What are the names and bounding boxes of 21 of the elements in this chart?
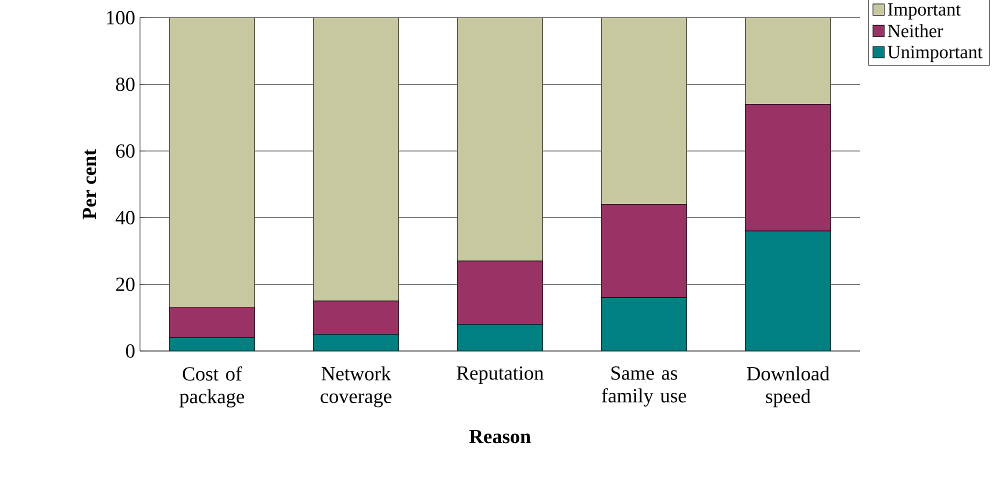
- bar: [601, 18, 687, 205]
- y-tick-label: 20: [116, 278, 135, 292]
- y-axis-title: Per cent: [82, 149, 96, 220]
- legend-label: Important: [888, 3, 961, 20]
- bar: [457, 18, 543, 262]
- x-tick-label: Cost of package: [180, 366, 244, 408]
- x-axis-title: Reason: [469, 430, 531, 444]
- y-tick-label: 60: [116, 144, 135, 158]
- y-tick-label: 80: [116, 78, 135, 92]
- x-tick-label: Network coverage: [320, 366, 392, 408]
- y-tick-label: 100: [107, 10, 135, 24]
- x-tick-label: Reputation: [456, 366, 544, 384]
- bar: [313, 18, 399, 302]
- legend-label: Unimportant: [888, 46, 983, 62]
- y-tick-label: 0: [126, 344, 135, 358]
- bar: [745, 18, 831, 105]
- y-tick-label: 40: [116, 210, 135, 224]
- legend-label: Neither: [888, 24, 944, 38]
- x-tick-label: Download speed: [746, 366, 830, 408]
- x-tick-label: Same as family use: [602, 366, 686, 407]
- bar: [169, 18, 255, 308]
